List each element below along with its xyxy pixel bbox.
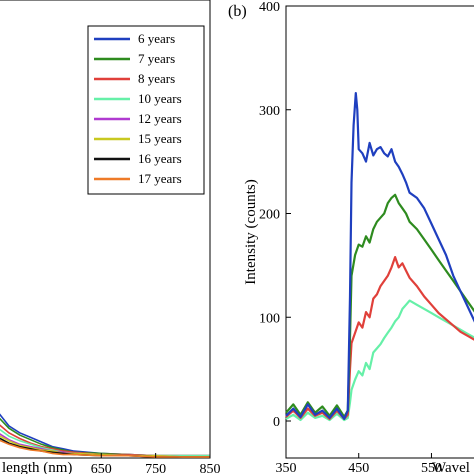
x-tick-label: 550 — [421, 461, 442, 474]
panel-a-legend: 6 years 7 years 8 years 10 years 12 years 15 … — [87, 25, 205, 195]
panel-a-frame — [0, 0, 211, 459]
panel-b-x-ticks: 350 450 550 — [276, 453, 442, 474]
series-line-b-7-years — [285, 193, 474, 418]
x-tick-label: 850 — [200, 462, 221, 474]
series-line-b-8-years — [285, 256, 474, 420]
legend-label-10-years: 10 years — [138, 91, 182, 106]
panel-a-x-ticks: 650 750 850 — [91, 453, 221, 474]
x-tick-label: 350 — [276, 461, 297, 474]
legend-label-15-years: 15 years — [138, 131, 182, 146]
y-tick-label: 100 — [259, 311, 280, 326]
panel-a-x-axis-label: length (nm) — [2, 460, 72, 474]
y-tick-label: 400 — [259, 0, 280, 15]
panel-a-series — [0, 413, 210, 458]
legend-items: 6 years 7 years 8 years 10 years 12 years 15 … — [94, 31, 182, 186]
panel-b: (b) 0 100 200 300 400 350 450 550 Intensity (c… — [228, 0, 474, 474]
y-tick-label: 300 — [259, 104, 280, 119]
panel-b-y-ticks: 0 100 200 300 400 — [259, 0, 291, 430]
panel-b-x-axis-label: Wavel — [432, 460, 470, 474]
panel-b-frame — [285, 5, 474, 459]
panel-b-label: (b) — [228, 3, 247, 20]
legend-label-17-years: 17 years — [138, 171, 182, 186]
series-line-b-10-years — [285, 299, 474, 422]
series-line-a-10-years — [0, 428, 210, 457]
legend-label-7-years: 7 years — [138, 51, 175, 66]
panel-b-series — [285, 92, 474, 422]
legend-label-8-years: 8 years — [138, 71, 175, 86]
y-tick-label: 200 — [259, 208, 280, 223]
x-tick-label: 450 — [348, 461, 369, 474]
series-line-b-6-years — [285, 92, 474, 420]
panel-b-y-axis-label: Intensity (counts) — [243, 179, 259, 284]
panel-a: 650 750 850 length (nm) 6 years 7 years 8 ye… — [0, 0, 221, 474]
legend-label-6-years: 6 years — [138, 31, 175, 46]
legend-label-16-years: 16 years — [138, 151, 182, 166]
legend-box — [87, 25, 205, 195]
x-tick-label: 650 — [91, 462, 112, 474]
legend-label-12-years: 12 years — [138, 111, 182, 126]
x-tick-label: 750 — [145, 462, 166, 474]
y-tick-label: 0 — [273, 415, 280, 430]
